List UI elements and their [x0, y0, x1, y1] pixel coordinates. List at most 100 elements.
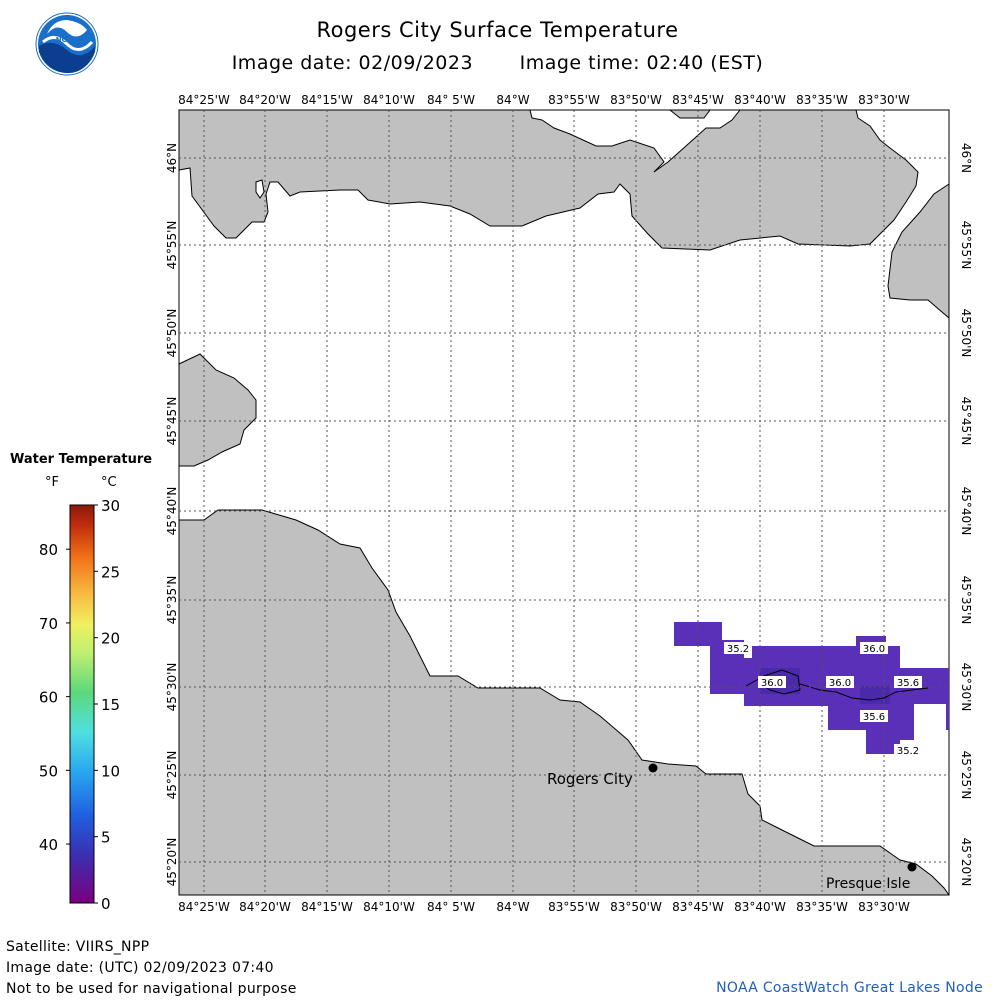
- lat-label-right: 45°20'N: [959, 838, 973, 887]
- footer-utc-date: Image date: (UTC) 02/09/2023 07:40: [6, 960, 274, 976]
- land-west-island: [178, 353, 257, 467]
- legend-c-tick-label: 30: [101, 497, 120, 515]
- rogers-city-marker: [648, 763, 658, 773]
- lat-label-right: 45°55'N: [959, 221, 973, 270]
- inland-lake: [255, 179, 265, 199]
- lon-label-bottom: 84°20'W: [239, 900, 291, 914]
- lon-label-bottom: 84° 5'W: [427, 900, 475, 914]
- longitude-labels-top: 84°25'W 84°20'W 84°15'W 84°10'W 84° 5'W 84°W 8…: [178, 93, 910, 107]
- lon-label-top: 83°55'W: [548, 93, 600, 107]
- legend-c-tick-label: 20: [101, 630, 120, 648]
- noaa-logo: NOAA: [35, 12, 99, 76]
- legend-c-tick-label: 25: [101, 563, 120, 581]
- lat-label-left: 45°45'N: [165, 397, 179, 446]
- lon-label-top: 84° 5'W: [427, 93, 475, 107]
- contour-label: 36.0: [761, 678, 783, 689]
- contour-label-bg: [860, 710, 888, 722]
- footer-credit: NOAA CoastWatch Great Lakes Node: [716, 980, 983, 996]
- legend-title: Water Temperature: [10, 452, 153, 467]
- legend-c-tick-label: 10: [101, 762, 120, 780]
- lat-label-right: 45°30'N: [959, 663, 973, 712]
- contour-label: 35.2: [897, 746, 919, 757]
- legend-f-tick-label: 60: [39, 689, 58, 707]
- contour-label: 36.0: [829, 678, 851, 689]
- contour-label: 35.6: [863, 712, 885, 723]
- lat-label-right: 45°50'N: [959, 309, 973, 358]
- contour-label: 36.0: [863, 644, 885, 655]
- lat-label-right: 46°N: [959, 143, 973, 173]
- color-scale-legend: 40 50 60 70 80 0 5 10 15 20 25 30: [39, 497, 120, 913]
- temperature-data-core: [760, 668, 890, 704]
- land-north-shore: [178, 109, 919, 251]
- lon-label-top: 84°25'W: [178, 93, 230, 107]
- lon-label-top: 84°10'W: [363, 93, 415, 107]
- contour-label-bg: [894, 744, 922, 756]
- legend-unit-c: °C: [101, 475, 117, 490]
- legend-f-tick-label: 70: [39, 615, 58, 633]
- lon-label-bottom: 84°15'W: [301, 900, 353, 914]
- lat-label-right: 45°45'N: [959, 397, 973, 446]
- lon-label-bottom: 83°35'W: [796, 900, 848, 914]
- contour-label-bg: [758, 676, 786, 688]
- contour-36: [745, 669, 929, 701]
- grid-lines: [179, 110, 949, 895]
- lon-label-bottom: 84°10'W: [363, 900, 415, 914]
- land-island-north: [668, 109, 711, 119]
- place-presque-isle: Presque Isle: [826, 876, 910, 892]
- lon-label-bottom: 83°30'W: [858, 900, 910, 914]
- legend-fahrenheit-ticks: 40 50 60 70 80: [39, 541, 70, 854]
- lon-label-bottom: 83°45'W: [672, 900, 724, 914]
- lat-label-left: 45°30'N: [165, 663, 179, 712]
- contour-label: 35.2: [727, 644, 749, 655]
- land-south-shore: [178, 509, 950, 896]
- latitude-labels-left: 46°N 45°55'N 45°50'N 45°45'N 45°40'N 45°35'N 4…: [165, 143, 179, 887]
- lat-label-right: 45°25'N: [959, 751, 973, 800]
- lat-label-left: 45°55'N: [165, 221, 179, 270]
- lat-label-left: 45°25'N: [165, 751, 179, 800]
- contour-label-bg: [894, 676, 922, 688]
- lat-label-left: 45°50'N: [165, 309, 179, 358]
- lon-label-bottom: 84°W: [496, 900, 529, 914]
- lon-label-bottom: 83°55'W: [548, 900, 600, 914]
- lon-label-top: 84°W: [496, 93, 529, 107]
- lat-label-left: 45°35'N: [165, 576, 179, 625]
- lat-label-left: 46°N: [165, 143, 179, 173]
- footer-warning: Not to be used for navigational purpose: [6, 981, 297, 997]
- legend-c-tick-label: 15: [101, 696, 120, 714]
- lon-label-top: 83°40'W: [734, 93, 786, 107]
- lat-label-left: 45°20'N: [165, 838, 179, 887]
- lat-label-left: 45°40'N: [165, 487, 179, 536]
- legend-celsius-ticks: 0 5 10 15 20 25 30: [94, 497, 120, 913]
- lon-label-top: 84°20'W: [239, 93, 291, 107]
- image-time: Image time: 02:40 (EST): [519, 52, 764, 74]
- contour-label: 35.6: [897, 678, 919, 689]
- lon-label-top: 83°45'W: [672, 93, 724, 107]
- lon-label-bottom: 83°40'W: [734, 900, 786, 914]
- lat-label-right: 45°35'N: [959, 576, 973, 625]
- longitude-labels-bottom: 84°25'W 84°20'W 84°15'W 84°10'W 84° 5'W 84°W 8…: [178, 900, 910, 914]
- lon-label-top: 83°50'W: [610, 93, 662, 107]
- presque-isle-marker: [907, 862, 917, 872]
- legend-f-tick-label: 50: [39, 762, 58, 780]
- legend-color-bar: [69, 504, 95, 904]
- legend-c-tick-label: 5: [101, 829, 111, 847]
- legend-f-tick-label: 80: [39, 541, 58, 559]
- legend-c-tick-label: 0: [101, 895, 111, 913]
- contour-label-bg: [860, 642, 888, 654]
- lon-label-top: 83°30'W: [858, 93, 910, 107]
- date-line: Image date: 02/09/2023 Image time: 02:40…: [0, 52, 995, 74]
- logo-text: NOAA: [56, 36, 79, 44]
- contour-labels: 35.2 36.0 36.0 36.0 35.6 35.6 35.2: [724, 642, 922, 757]
- legend-unit-f: °F: [45, 475, 59, 490]
- lon-label-top: 84°15'W: [301, 93, 353, 107]
- contour-label-bg: [724, 642, 752, 654]
- footer-satellite: Satellite: VIIRS_NPP: [6, 939, 150, 955]
- image-date: Image date: 02/09/2023: [231, 52, 474, 74]
- page-title: Rogers City Surface Temperature: [316, 18, 679, 42]
- lon-label-top: 83°35'W: [796, 93, 848, 107]
- lon-label-bottom: 83°50'W: [610, 900, 662, 914]
- contour-label-bg: [826, 676, 854, 688]
- latitude-labels-right: 46°N 45°55'N 45°50'N 45°45'N 45°40'N 45°35'N 4…: [959, 143, 973, 887]
